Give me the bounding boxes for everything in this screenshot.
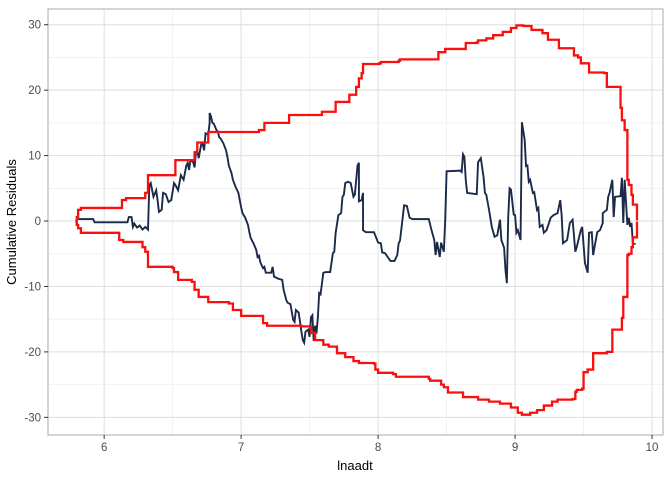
y-tick-label: -10 <box>24 281 41 293</box>
y-tick-label: 0 <box>35 216 41 228</box>
y-tick-label: -30 <box>24 412 41 424</box>
x-tick-label: 9 <box>512 442 518 454</box>
major-gridlines <box>48 9 663 435</box>
envelope-upper-line <box>75 24 639 222</box>
y-axis-label: Cumulative Residuals <box>4 159 19 285</box>
minor-gridlines <box>48 9 663 435</box>
series-lines <box>75 24 639 416</box>
y-tick-label: 30 <box>28 20 41 32</box>
envelope-lower-line <box>75 220 639 416</box>
y-tick-label: -20 <box>24 347 41 359</box>
plot-panel-border <box>47 8 664 436</box>
y-tick-label: 20 <box>28 85 41 97</box>
tick-marks <box>44 24 653 439</box>
x-tick-label: 6 <box>101 442 107 454</box>
y-tick-label: 10 <box>28 151 41 163</box>
x-tick-label: 7 <box>238 442 244 454</box>
tick-labels: 6 7 8 9 10 -30 -20 -10 0 10 20 30 <box>24 20 658 454</box>
x-tick-label: 8 <box>375 442 381 454</box>
x-axis-label: lnaadt <box>337 458 373 473</box>
plot-panel <box>47 8 664 436</box>
x-tick-label: 10 <box>646 442 659 454</box>
